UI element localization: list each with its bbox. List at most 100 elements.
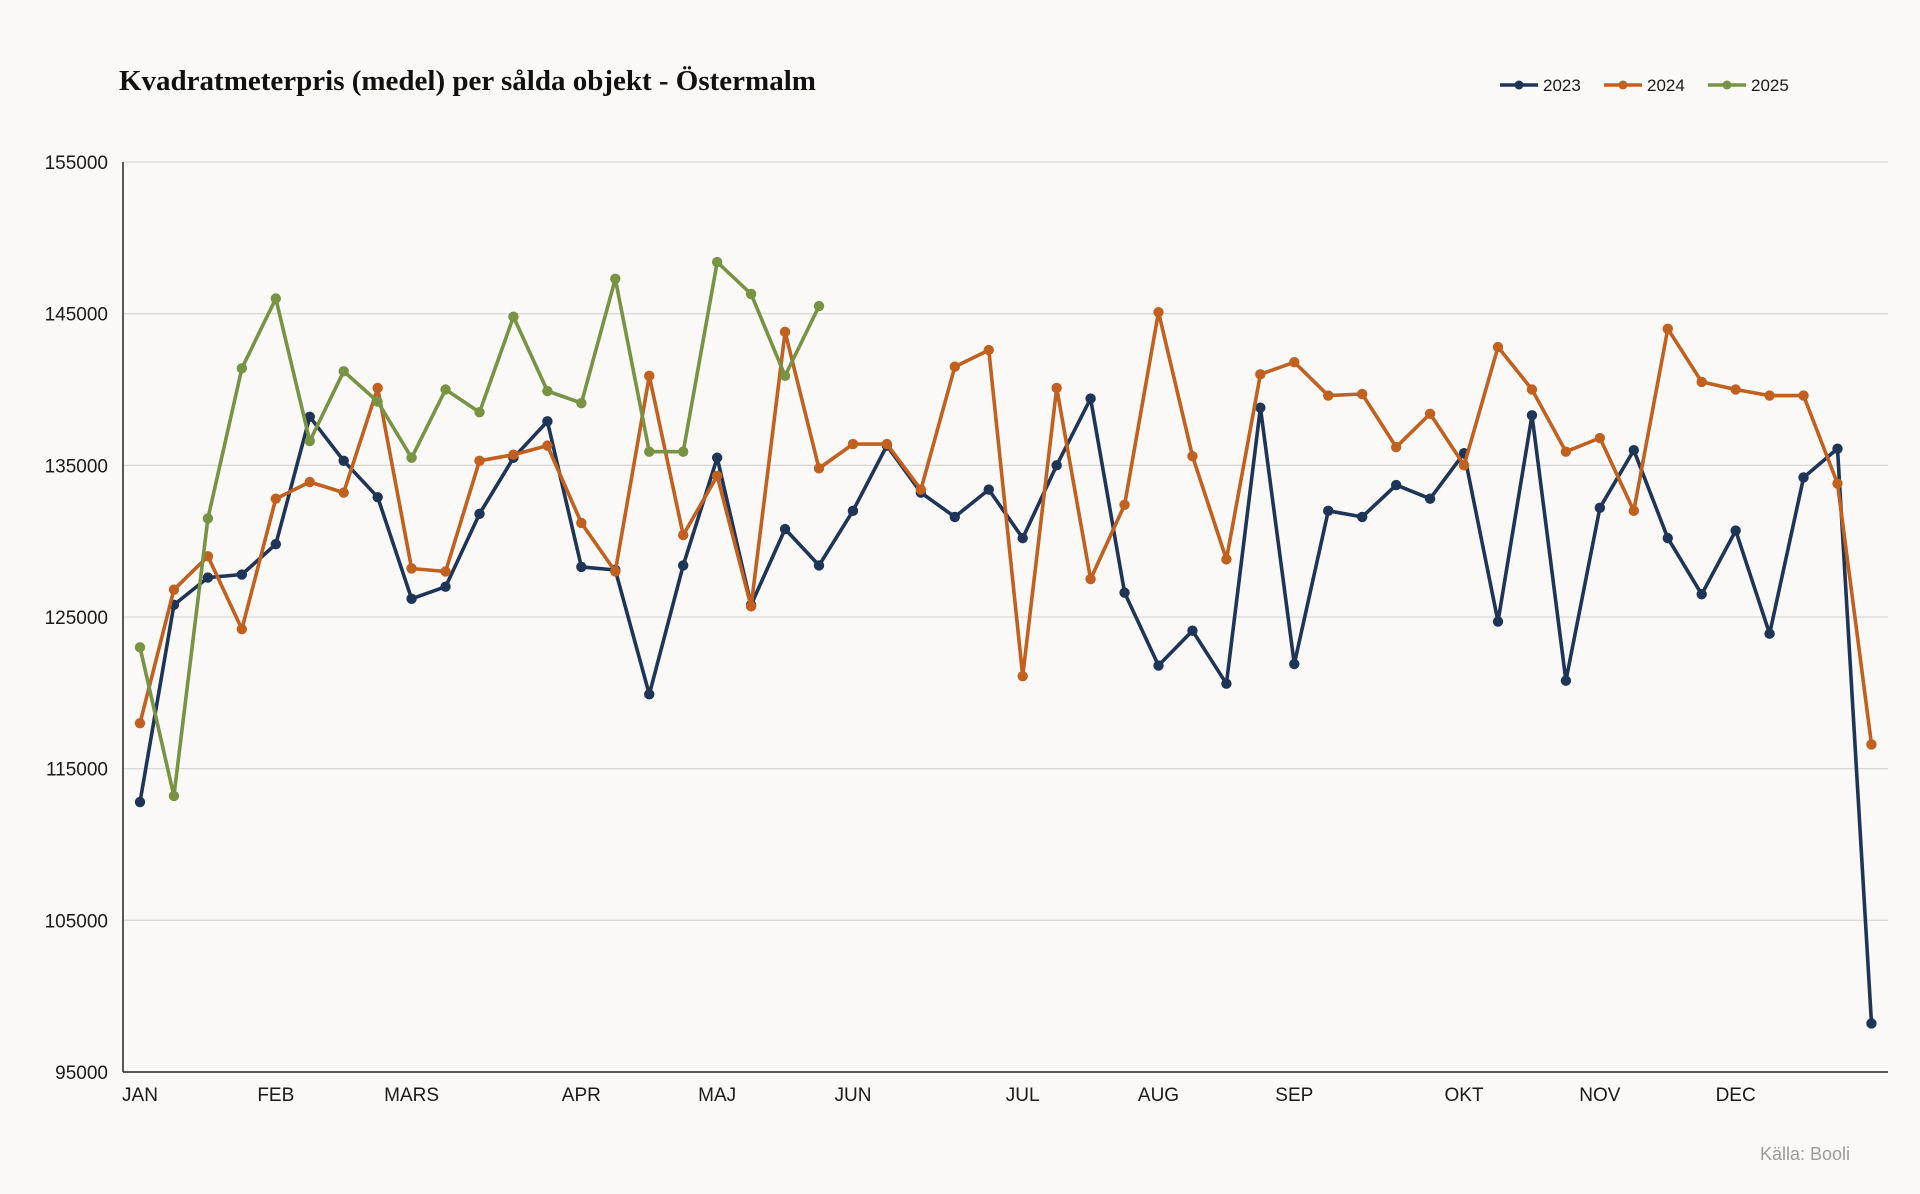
data-point (406, 563, 417, 574)
legend-item-2024: 2024 (1604, 76, 1685, 95)
data-point (881, 438, 893, 450)
data-point (1119, 499, 1130, 510)
data-point (779, 523, 791, 535)
data-point (1424, 408, 1436, 419)
data-point (847, 505, 859, 517)
data-point (1187, 451, 1198, 462)
data-point (711, 452, 723, 463)
data-point (1289, 357, 1300, 368)
data-point (338, 455, 349, 466)
data-point (338, 487, 349, 498)
legend-marker (1722, 80, 1732, 90)
data-point (236, 363, 248, 374)
data-point (1492, 341, 1504, 353)
data-point (508, 311, 519, 322)
data-point (270, 293, 281, 304)
data-point (1051, 382, 1062, 394)
data-point (542, 416, 553, 427)
data-point (508, 449, 519, 460)
data-point (1696, 589, 1707, 600)
data-point (847, 438, 859, 450)
data-point (372, 491, 383, 503)
data-point (678, 529, 689, 541)
data-point (915, 484, 927, 495)
data-point (745, 288, 757, 300)
x-tick-label: MAJ (698, 1085, 736, 1106)
y-axis-ticks: 155000 145000 135000 125000 115000 105000 9500… (45, 153, 108, 1084)
y-tick-label: 95000 (55, 1063, 108, 1084)
data-point (949, 361, 960, 372)
y-tick-label: 145000 (45, 305, 108, 326)
data-point (440, 566, 451, 577)
series-line (138, 260, 821, 798)
data-point (1357, 388, 1368, 400)
y-tick-label: 105000 (45, 911, 108, 932)
data-point (1085, 573, 1096, 585)
data-point (644, 446, 655, 457)
data-point (440, 581, 451, 592)
data-point (134, 717, 146, 729)
data-point (1390, 479, 1402, 491)
data-point (1085, 393, 1096, 404)
data-point (1255, 402, 1266, 413)
data-point (440, 384, 451, 395)
data-point (236, 623, 248, 635)
data-point (406, 593, 417, 604)
data-point (270, 493, 281, 504)
y-tick-label: 125000 (45, 608, 108, 629)
data-point (304, 435, 315, 447)
data-point (134, 796, 146, 808)
legend: 2023 2024 2025 (1500, 76, 1789, 95)
data-point (576, 561, 587, 573)
data-point (779, 326, 791, 338)
series-line (138, 396, 1874, 1026)
legend-label: 2024 (1647, 76, 1685, 95)
data-point (983, 484, 994, 495)
data-point (1730, 525, 1741, 536)
x-tick-label: OKT (1445, 1085, 1484, 1106)
data-point (1153, 306, 1164, 318)
data-point (678, 560, 689, 571)
data-point (644, 370, 655, 382)
data-point (1187, 625, 1198, 636)
data-point (1221, 678, 1232, 689)
x-tick-label: JUL (1006, 1085, 1040, 1106)
data-point (1628, 505, 1640, 517)
x-tick-label: APR (562, 1085, 601, 1106)
data-point (542, 440, 553, 451)
data-point (813, 463, 825, 474)
x-tick-label: SEP (1275, 1085, 1313, 1106)
data-point (304, 411, 315, 422)
data-point (1764, 628, 1775, 639)
data-point (270, 539, 281, 550)
x-tick-label: DEC (1716, 1085, 1756, 1106)
data-point (779, 370, 791, 382)
legend-label: 2025 (1751, 76, 1789, 95)
series-2024 (134, 306, 1877, 750)
legend-label: 2023 (1543, 76, 1581, 95)
data-point (1153, 660, 1164, 671)
data-point (745, 601, 757, 612)
data-point (1798, 390, 1809, 401)
data-point (1526, 384, 1538, 395)
data-point (168, 584, 180, 595)
data-point (474, 455, 485, 466)
legend-item-2023: 2023 (1500, 76, 1581, 95)
data-point (711, 470, 723, 482)
data-point (304, 476, 315, 488)
data-point (1119, 587, 1130, 598)
x-tick-label: JUN (834, 1085, 871, 1106)
x-tick-label: MARS (384, 1085, 439, 1106)
data-point (1560, 675, 1572, 686)
data-point (1628, 444, 1640, 456)
data-point (1255, 369, 1266, 380)
data-point (1560, 446, 1572, 457)
data-point (1221, 554, 1232, 565)
data-point (610, 566, 621, 577)
data-point (1594, 432, 1606, 444)
legend-marker (1514, 80, 1524, 90)
data-point (542, 385, 553, 397)
data-point (1832, 443, 1843, 454)
data-point (678, 446, 689, 457)
